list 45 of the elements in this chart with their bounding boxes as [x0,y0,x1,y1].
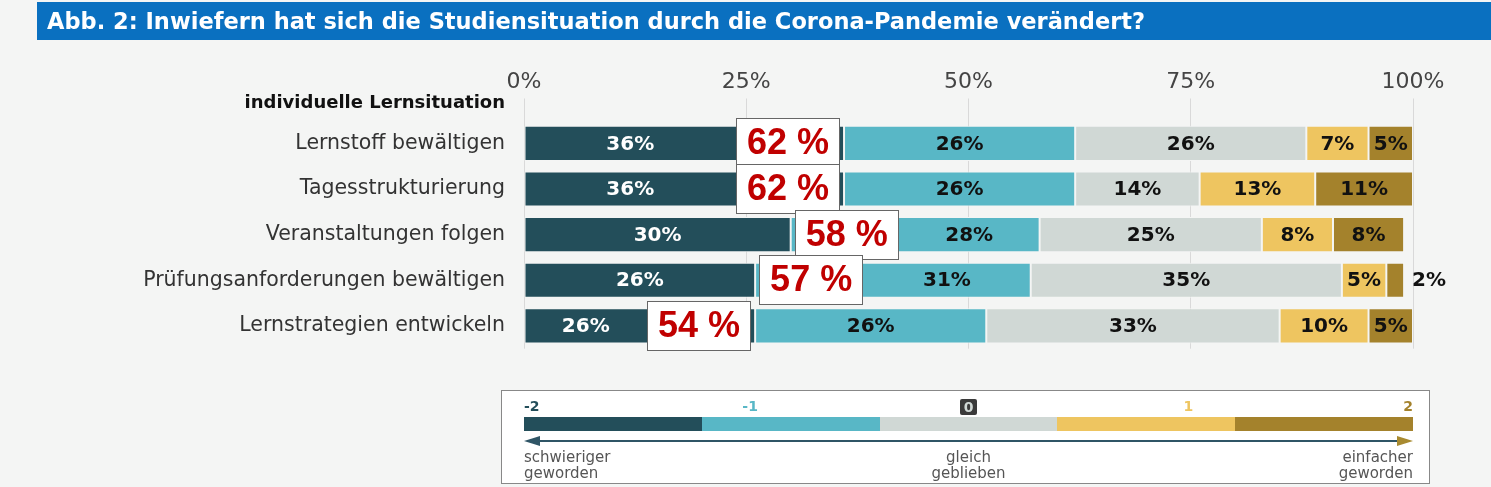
data-label: 31% [923,267,971,292]
text: 2 [1403,398,1413,414]
x-tick-label: 25% [721,68,771,94]
data-label: 26% [935,130,984,155]
data-label: 10% [1300,313,1349,338]
text: individuelle Lernsituation [244,91,505,113]
data-label: 30% [633,221,682,246]
y-tick-label: Lernstoff bewältigen [295,129,505,154]
y-tick-label: Veranstaltungen folgen [265,220,505,245]
data-label: 13% [1233,176,1282,201]
data-label: 11% [1340,176,1389,201]
text: 0 [959,399,978,415]
data-label: 5% [1373,130,1408,155]
data-label: 26% [935,176,984,201]
y-tick-label: Prüfungsanforderungen bewältigen [143,266,505,291]
y-tick-label: Tagesstrukturierung [298,175,505,200]
data-label: 26% [1166,130,1215,155]
text: -1 [742,398,758,414]
data-label: 8% [1280,221,1315,246]
data-label: 35% [1162,267,1211,292]
data-label: 2% [1412,267,1447,292]
x-tick-label: 100% [1381,68,1445,94]
data-label: 5% [1373,313,1408,338]
text: gleich geblieben [931,448,1006,482]
data-label: 7% [1320,130,1355,155]
data-label: 36% [606,176,655,201]
text: einfacher geworden [1338,448,1413,482]
data-label: 26% [561,313,610,338]
y-tick-label: Lernstrategien entwickeln [239,312,505,337]
data-label: 28% [945,221,994,246]
text: 1 [1183,398,1194,414]
x-tick-label: 0% [506,68,542,94]
data-label: 33% [1109,313,1157,338]
text: -2 [524,398,540,414]
data-label: 8% [1351,221,1386,246]
data-label: 14% [1113,176,1162,201]
x-tick-label: 75% [1166,68,1216,94]
chart-title: Abb. 2: Inwiefern hat sich die Studiensituation durch die Corona-Pandemie verändert? [37,2,1491,40]
data-label: 5% [1347,267,1382,292]
data-label: 26% [846,313,895,338]
data-label: 26% [615,267,664,292]
x-tick-label: 50% [944,68,993,94]
text: schwieriger geworden [524,448,611,482]
data-label: 36% [606,130,655,155]
data-label: 25% [1126,221,1175,246]
